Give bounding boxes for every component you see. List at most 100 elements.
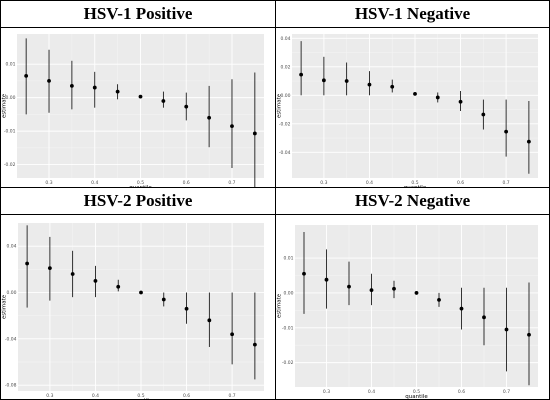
x-tick-label: 0.7	[503, 180, 510, 186]
chart-hsv2-negative: 0.3 0.4 0.5 0.6 0.7 0.01 0.00 -0.01 -0.02 quantil…	[277, 225, 538, 400]
x-axis-title: quantile	[130, 398, 153, 400]
x-tick-label: 0.6	[458, 389, 465, 395]
data-point	[435, 95, 440, 100]
data-point	[482, 315, 486, 320]
chart-hsv2-positive: 0.3 0.4 0.5 0.6 0.7 0.04 0.00 -0.04 -0.08 quantil…	[2, 223, 264, 400]
data-point	[92, 85, 97, 90]
data-point	[161, 297, 166, 302]
data-point	[69, 84, 74, 88]
data-point	[367, 82, 372, 87]
x-tick-label: 0.7	[228, 180, 235, 186]
x-tick-label: 0.3	[45, 180, 52, 186]
y-tick-label: -0.02	[4, 162, 16, 168]
data-point	[413, 91, 417, 96]
data-point	[369, 288, 374, 293]
data-point	[230, 124, 234, 128]
x-tick-label: 0.5	[413, 389, 420, 395]
x-axis-title: quantile	[129, 185, 152, 188]
y-tick-label: -0.08	[5, 383, 17, 389]
panel-hsv2-negative: HSV-2 Negative 0.3 0.4 0.5 0.6 0.7 0.01 0.00 -0…	[275, 187, 550, 400]
x-tick-label: 0.6	[457, 180, 464, 186]
data-point	[437, 298, 441, 302]
chart-hsv1-negative: 0.3 0.4 0.5 0.6 0.7 0.04 0.02 0.00 -0.02 -0.04 qua…	[277, 34, 538, 188]
data-point	[252, 342, 257, 347]
data-point	[302, 271, 306, 276]
data-point	[504, 327, 509, 332]
y-tick-label: 0.00	[5, 95, 15, 101]
data-point	[115, 89, 120, 94]
panel-hsv1-negative: HSV-1 Negative 0.3 0.4 0.5 0.6 0.7 0.04 0.02 0.…	[275, 0, 550, 188]
y-tick-label: 0.00	[280, 93, 290, 99]
panel-hsv1-positive: HSV-1 Positive 0.3 0.4 0.5 0.6 0.7 0.01 0.00 -0…	[0, 0, 276, 188]
x-tick-label: 0.5	[137, 180, 144, 186]
panel-title: HSV-1 Positive	[1, 1, 275, 28]
x-tick-label: 0.5	[411, 180, 418, 186]
x-tick-label: 0.6	[183, 393, 190, 399]
data-point	[347, 284, 351, 289]
data-point	[526, 139, 531, 144]
data-point	[321, 78, 326, 83]
y-tick-label: -0.02	[279, 121, 291, 127]
data-point	[414, 291, 419, 295]
x-tick-label: 0.4	[91, 180, 98, 186]
y-tick-label: 0.02	[280, 64, 290, 70]
x-tick-label: 0.4	[92, 393, 99, 399]
y-tick-label: 0.04	[6, 244, 16, 250]
data-point	[93, 279, 98, 283]
y-tick-label: -0.04	[5, 336, 17, 342]
data-point	[299, 72, 304, 77]
y-tick-label: 0.01	[283, 256, 293, 262]
y-tick-label: -0.01	[282, 325, 294, 331]
panel-title: HSV-2 Negative	[276, 188, 549, 215]
data-point	[70, 272, 75, 276]
data-point	[116, 284, 121, 289]
data-point	[25, 261, 30, 266]
x-axis-title: quantile	[404, 185, 427, 188]
y-axis-title: estimate	[2, 93, 8, 118]
x-tick-label: 0.7	[503, 389, 510, 395]
data-point	[184, 104, 189, 109]
data-point	[24, 73, 29, 78]
data-point	[138, 94, 143, 99]
data-point	[458, 99, 463, 104]
y-tick-label: 0.00	[6, 290, 16, 296]
x-tick-label: 0.6	[183, 180, 190, 186]
y-tick-label: -0.01	[4, 129, 16, 135]
panel-title: HSV-2 Positive	[1, 188, 275, 215]
data-point	[344, 79, 349, 83]
data-point	[324, 277, 329, 282]
x-tick-label: 0.4	[366, 180, 373, 186]
data-point	[481, 112, 486, 117]
y-tick-label: -0.04	[279, 150, 291, 156]
y-tick-label: 0.04	[280, 36, 290, 42]
data-point	[459, 306, 464, 311]
x-tick-label: 0.3	[323, 389, 330, 395]
data-point	[504, 129, 509, 134]
x-tick-label: 0.3	[46, 393, 53, 399]
x-tick-label: 0.7	[229, 393, 236, 399]
y-tick-label: 0.00	[283, 290, 293, 296]
data-point	[139, 290, 143, 295]
x-tick-label: 0.4	[368, 389, 375, 395]
panel-title: HSV-1 Negative	[276, 1, 549, 28]
data-point	[230, 332, 235, 337]
x-tick-label: 0.3	[320, 180, 327, 186]
data-point	[207, 318, 212, 323]
y-tick-label: 0.01	[5, 62, 15, 68]
data-point	[207, 115, 212, 120]
panel-hsv2-positive: HSV-2 Positive 0.3 0.4 0.5 0.6 0.7 0.04 0.00 -0…	[0, 187, 276, 400]
y-tick-label: -0.02	[282, 360, 294, 366]
chart-hsv1-positive: 0.3 0.4 0.5 0.6 0.7 0.01 0.00 -0.01 -0.02 quantil…	[2, 34, 264, 188]
data-point	[527, 332, 531, 337]
data-point	[392, 286, 396, 291]
data-point	[184, 306, 189, 311]
x-axis-title: quantile	[405, 394, 428, 400]
data-point	[252, 131, 257, 136]
y-axis-title: estimate	[2, 294, 8, 319]
data-point	[47, 78, 51, 83]
data-point	[390, 84, 395, 89]
y-axis-title: estimate	[277, 293, 283, 318]
data-point	[161, 99, 166, 103]
data-point	[47, 266, 52, 271]
